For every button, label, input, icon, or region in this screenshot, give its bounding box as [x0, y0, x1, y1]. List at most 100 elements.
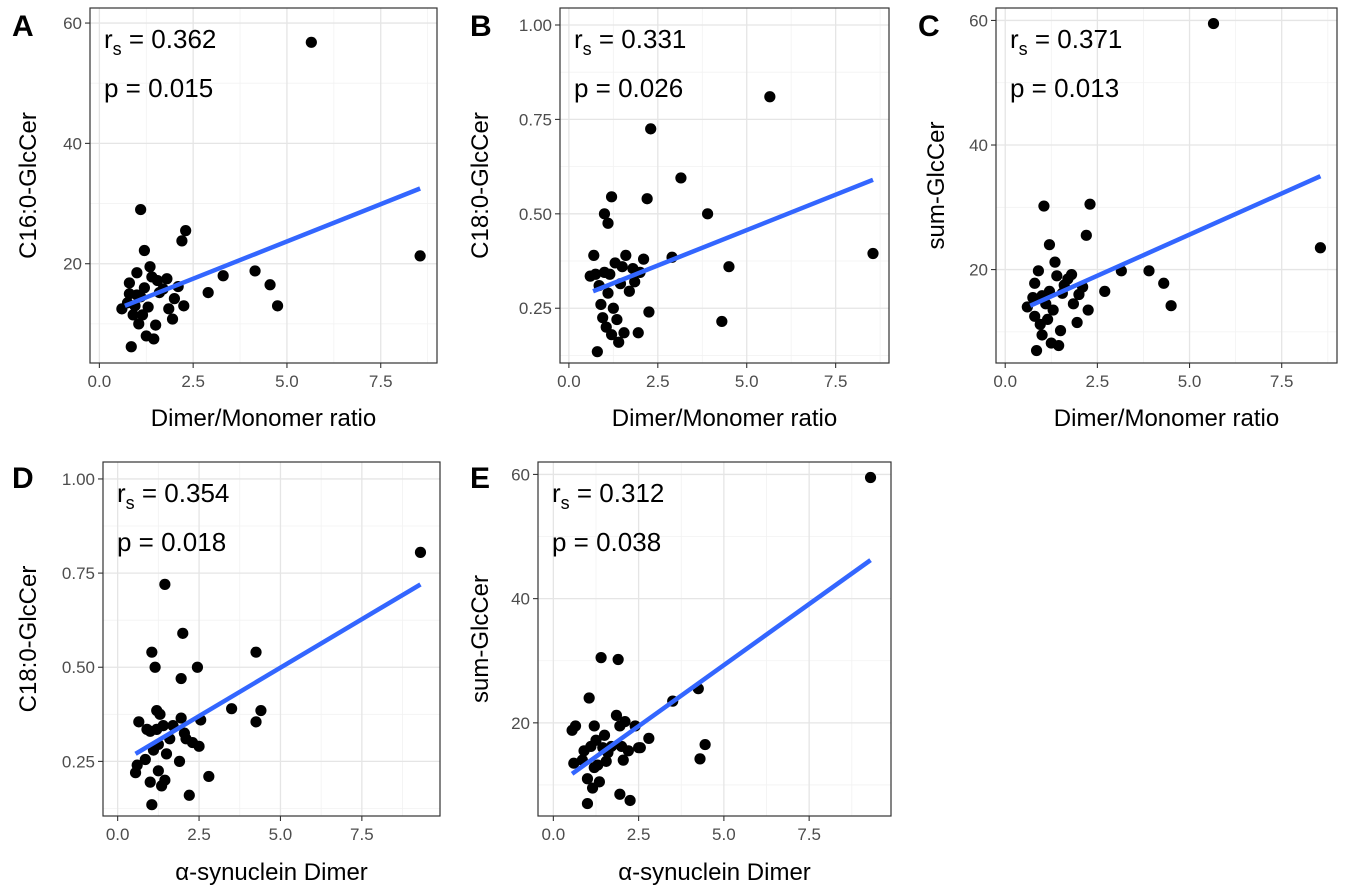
x-axis-title: Dimer/Monomer ratio: [151, 405, 376, 432]
data-point: [602, 217, 614, 229]
data-point: [1051, 270, 1063, 282]
x-tick-label: 2.5: [646, 372, 670, 391]
data-point: [581, 773, 594, 785]
data-point: [699, 738, 711, 751]
data-point: [133, 318, 145, 330]
x-tick-label: 0.0: [106, 825, 130, 844]
data-point: [173, 755, 186, 767]
data-point: [583, 692, 595, 704]
data-point: [588, 249, 600, 261]
data-point: [611, 313, 623, 326]
data-point: [569, 720, 582, 732]
data-point: [597, 312, 609, 324]
x-tick-label: 0.0: [542, 825, 566, 844]
panel-d: 0.0 2.5 5.0 7.5 0.25 0.50 0.75 1.00 rs = 0.354 p …: [12, 461, 441, 886]
data-point: [590, 734, 602, 746]
data-point: [591, 346, 603, 358]
data-point: [152, 765, 164, 777]
data-point: [166, 313, 179, 325]
data-point: [149, 661, 161, 673]
data-point: [131, 267, 143, 279]
x-tick-label: 5.0: [1178, 372, 1202, 391]
data-point: [136, 309, 149, 321]
spearman-r-annotation: rs = 0.371: [1010, 24, 1122, 59]
x-axis-title: α-synuclein Dimer: [175, 859, 368, 886]
data-point: [226, 703, 238, 715]
x-tick-label: 7.5: [369, 372, 393, 391]
regression-line: [592, 177, 874, 294]
data-point: [1036, 329, 1048, 341]
data-point: [643, 732, 655, 744]
y-tick-label: 40: [63, 134, 82, 153]
panel-border: [89, 7, 438, 364]
x-tick-label: 5.0: [712, 825, 736, 844]
data-point: [1047, 304, 1059, 316]
data-point: [1143, 265, 1155, 277]
x-tick-label: 5.0: [275, 372, 299, 391]
data-point: [202, 287, 214, 299]
panel-border: [537, 461, 892, 817]
panel-letter: A: [12, 10, 34, 43]
data-point: [1027, 292, 1039, 304]
y-tick-label: 20: [63, 255, 82, 274]
y-tick-label: 0.75: [62, 564, 95, 583]
y-tick-label: 60: [511, 465, 530, 484]
data-point: [163, 303, 175, 315]
x-axis-title: Dimer/Monomer ratio: [1054, 405, 1279, 432]
y-axis-title: C18:0-GlcCer: [15, 566, 42, 713]
data-point: [150, 319, 162, 331]
data-point: [624, 794, 636, 807]
data-point: [191, 661, 204, 673]
y-tick-label: 0.25: [519, 299, 552, 318]
data-point: [151, 274, 164, 287]
y-tick-label: 0.75: [519, 110, 552, 129]
data-point: [154, 708, 166, 720]
data-point: [127, 309, 139, 321]
data-point: [250, 716, 262, 728]
data-point: [144, 776, 156, 788]
data-point: [271, 300, 284, 312]
data-point: [1029, 310, 1041, 322]
x-tick-label: 2.5: [181, 372, 205, 391]
x-tick-label: 2.5: [627, 825, 651, 844]
data-point: [610, 709, 623, 721]
p-value-annotation: p = 0.015: [104, 73, 213, 103]
data-point: [604, 268, 616, 280]
y-tick-label: 1.00: [519, 16, 552, 35]
data-point: [1158, 277, 1170, 289]
data-point: [1099, 285, 1111, 297]
data-point: [1065, 268, 1078, 281]
plot-background: [103, 462, 440, 816]
data-point: [175, 672, 187, 685]
data-point: [605, 329, 618, 341]
data-point: [146, 799, 158, 811]
panel-e: 0.0 2.5 5.0 7.5 20 40 60 rs = 0.312 p = 0.038 Eα-…: [467, 461, 892, 886]
data-point: [1030, 344, 1043, 357]
data-point: [183, 789, 195, 801]
data-point: [1165, 300, 1177, 312]
data-point: [620, 249, 632, 261]
data-point: [139, 753, 151, 766]
panel-border: [995, 7, 1338, 364]
data-point: [264, 279, 276, 291]
data-point: [622, 745, 634, 757]
y-tick-label: 0.50: [62, 658, 95, 677]
data-point: [157, 720, 169, 732]
x-tick-label: 0.0: [993, 372, 1017, 391]
data-point: [637, 253, 650, 265]
p-value-annotation: p = 0.026: [574, 73, 683, 103]
data-point: [1042, 313, 1054, 326]
y-tick-label: 20: [511, 714, 530, 733]
data-point: [160, 748, 173, 760]
x-tick-label: 7.5: [350, 825, 374, 844]
data-point: [612, 653, 624, 666]
panel-letter: E: [470, 462, 490, 495]
y-axis-title: sum-GlcCer: [923, 121, 950, 249]
data-point: [168, 293, 181, 305]
data-point: [764, 91, 776, 103]
data-point: [616, 261, 628, 273]
data-point: [618, 327, 630, 339]
y-tick-label: 1.00: [62, 470, 95, 489]
data-point: [675, 172, 687, 184]
data-point: [1314, 242, 1327, 254]
